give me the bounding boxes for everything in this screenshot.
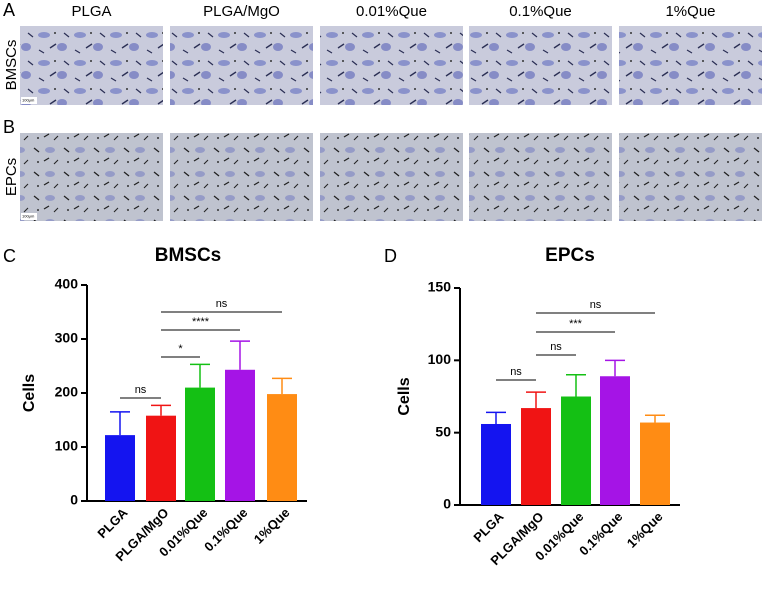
y-tick-label: 100 bbox=[428, 351, 452, 367]
micrograph bbox=[619, 133, 762, 221]
y-tick-label: 100 bbox=[55, 438, 79, 454]
y-tick-label: 0 bbox=[443, 496, 451, 512]
micrograph bbox=[469, 26, 612, 105]
column-header: PLGA/MgO bbox=[203, 3, 280, 20]
micrograph bbox=[170, 26, 313, 105]
y-axis-label: Cells bbox=[21, 374, 38, 412]
bar bbox=[600, 376, 630, 505]
row-label: BMSCs bbox=[3, 40, 20, 91]
micrograph bbox=[20, 133, 163, 221]
x-tick-label: 1%Que bbox=[251, 505, 293, 547]
significance-label: * bbox=[178, 343, 183, 355]
significance-label: ns bbox=[135, 384, 147, 396]
significance-label: ns bbox=[510, 366, 522, 378]
bar bbox=[146, 415, 176, 501]
panel-label: D bbox=[384, 246, 397, 266]
panel-label: C bbox=[3, 246, 16, 266]
significance-label: **** bbox=[192, 316, 210, 328]
y-tick-label: 0 bbox=[70, 492, 78, 508]
panel-label: B bbox=[3, 117, 15, 137]
y-tick-label: 400 bbox=[55, 276, 79, 292]
column-header: 1%Que bbox=[665, 3, 715, 20]
y-tick-label: 150 bbox=[428, 279, 452, 295]
x-tick-label: PLGA bbox=[470, 509, 507, 546]
y-tick-label: 200 bbox=[55, 384, 79, 400]
bar bbox=[225, 369, 255, 501]
panel-label: A bbox=[3, 0, 15, 20]
scale-bar-label: 100μm bbox=[22, 98, 35, 103]
bar bbox=[185, 387, 215, 501]
micrograph bbox=[170, 133, 313, 221]
x-tick-label: 1%Que bbox=[624, 509, 666, 551]
bar bbox=[640, 422, 670, 505]
chart-title: BMSCs bbox=[155, 245, 222, 266]
x-tick-label: 0.1%Que bbox=[576, 509, 625, 558]
y-tick-label: 50 bbox=[435, 423, 451, 439]
column-header: 0.01%Que bbox=[356, 3, 427, 20]
micrograph bbox=[20, 26, 163, 105]
chart-title: EPCs bbox=[545, 245, 595, 266]
significance-label: ns bbox=[590, 299, 602, 311]
bar bbox=[561, 396, 591, 505]
x-tick-label: 0.1%Que bbox=[201, 505, 250, 554]
scale-bar-box bbox=[21, 213, 37, 220]
y-tick-label: 300 bbox=[55, 330, 79, 346]
significance-label: ns bbox=[216, 298, 228, 310]
bar bbox=[267, 394, 297, 501]
micrograph bbox=[320, 133, 463, 221]
scale-bar-box bbox=[21, 97, 37, 104]
bar bbox=[521, 408, 551, 505]
bar bbox=[481, 423, 511, 505]
micrograph bbox=[619, 26, 762, 105]
column-header: PLGA bbox=[71, 3, 111, 20]
bar bbox=[105, 435, 135, 501]
micrograph bbox=[320, 26, 463, 105]
significance-label: *** bbox=[569, 318, 583, 330]
column-header: 0.1%Que bbox=[509, 3, 572, 20]
y-axis-label: Cells bbox=[396, 377, 413, 415]
scale-bar-label: 100μm bbox=[22, 214, 35, 219]
x-tick-label: PLGA bbox=[94, 505, 131, 542]
significance-label: ns bbox=[550, 341, 562, 353]
row-label: EPCs bbox=[3, 158, 20, 196]
micrograph bbox=[469, 133, 612, 221]
